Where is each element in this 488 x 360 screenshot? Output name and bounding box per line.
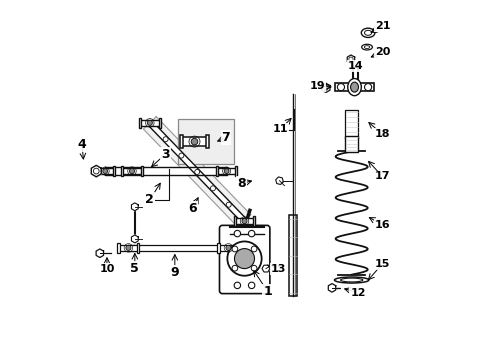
Circle shape <box>191 138 197 145</box>
Ellipse shape <box>361 44 372 50</box>
Circle shape <box>234 230 240 237</box>
Bar <box>216 166 218 176</box>
Text: 3: 3 <box>161 148 169 161</box>
Text: 15: 15 <box>374 259 389 269</box>
Text: 4: 4 <box>78 138 86 151</box>
Circle shape <box>210 186 215 191</box>
Text: 10: 10 <box>99 264 114 274</box>
Polygon shape <box>131 203 138 211</box>
Polygon shape <box>327 284 335 292</box>
Text: 11: 11 <box>272 124 287 134</box>
Bar <box>96 168 114 174</box>
Circle shape <box>147 120 152 125</box>
Bar <box>117 243 120 253</box>
Text: 20: 20 <box>374 47 389 57</box>
Bar <box>137 243 139 253</box>
Text: 14: 14 <box>346 61 362 71</box>
Circle shape <box>251 265 256 271</box>
Circle shape <box>125 245 131 251</box>
Bar <box>233 216 235 226</box>
FancyBboxPatch shape <box>178 119 233 164</box>
Circle shape <box>251 246 256 252</box>
Text: 5: 5 <box>130 262 139 275</box>
Circle shape <box>234 249 254 269</box>
Bar <box>234 218 254 224</box>
Circle shape <box>224 169 228 174</box>
Bar <box>217 168 235 174</box>
Text: 19: 19 <box>309 81 325 91</box>
Circle shape <box>234 282 240 289</box>
Circle shape <box>225 245 230 251</box>
Circle shape <box>248 282 254 289</box>
Text: 2: 2 <box>145 193 154 206</box>
Circle shape <box>364 84 371 91</box>
Polygon shape <box>143 117 250 227</box>
Bar <box>205 135 208 148</box>
Polygon shape <box>128 245 228 251</box>
Bar <box>139 118 141 128</box>
Bar <box>345 111 357 139</box>
Circle shape <box>129 168 134 174</box>
Bar <box>253 216 255 226</box>
Text: 9: 9 <box>170 266 179 279</box>
Bar <box>180 135 183 148</box>
Circle shape <box>102 169 107 174</box>
Circle shape <box>337 84 344 91</box>
Bar <box>95 166 97 176</box>
Circle shape <box>232 246 237 252</box>
Polygon shape <box>346 55 354 64</box>
Text: 17: 17 <box>374 171 389 181</box>
Polygon shape <box>262 265 269 272</box>
Text: 7: 7 <box>221 131 230 144</box>
Text: 8: 8 <box>237 177 245 190</box>
Bar <box>218 244 238 251</box>
Polygon shape <box>96 249 103 257</box>
Text: 16: 16 <box>374 220 389 230</box>
Text: 6: 6 <box>188 202 197 215</box>
Bar <box>140 120 159 126</box>
Polygon shape <box>91 165 101 177</box>
Bar <box>121 166 123 176</box>
Text: 1: 1 <box>263 285 271 298</box>
Polygon shape <box>131 235 138 243</box>
Bar <box>288 215 296 296</box>
Circle shape <box>194 170 199 175</box>
Bar <box>119 244 138 251</box>
Circle shape <box>163 137 168 142</box>
Ellipse shape <box>350 82 358 92</box>
Bar <box>237 243 239 253</box>
Text: 21: 21 <box>374 21 389 31</box>
Ellipse shape <box>347 78 361 96</box>
FancyBboxPatch shape <box>219 225 269 294</box>
Ellipse shape <box>334 277 368 283</box>
Text: 12: 12 <box>349 288 365 297</box>
Circle shape <box>179 153 183 158</box>
Polygon shape <box>105 167 226 175</box>
Circle shape <box>242 219 246 224</box>
Polygon shape <box>147 121 246 223</box>
Bar <box>234 166 237 176</box>
Circle shape <box>232 265 237 271</box>
Bar <box>182 137 206 146</box>
Text: 18: 18 <box>374 129 389 139</box>
Bar <box>158 118 161 128</box>
Bar <box>344 135 358 152</box>
Circle shape <box>227 242 261 276</box>
Ellipse shape <box>361 28 374 37</box>
Circle shape <box>226 202 231 207</box>
Text: 13: 13 <box>270 264 285 274</box>
Bar <box>217 243 219 253</box>
Bar <box>122 168 142 174</box>
Circle shape <box>248 230 254 237</box>
Bar <box>141 166 142 176</box>
Polygon shape <box>321 83 329 93</box>
Bar <box>113 166 115 176</box>
Polygon shape <box>275 177 283 185</box>
Bar <box>334 83 373 91</box>
